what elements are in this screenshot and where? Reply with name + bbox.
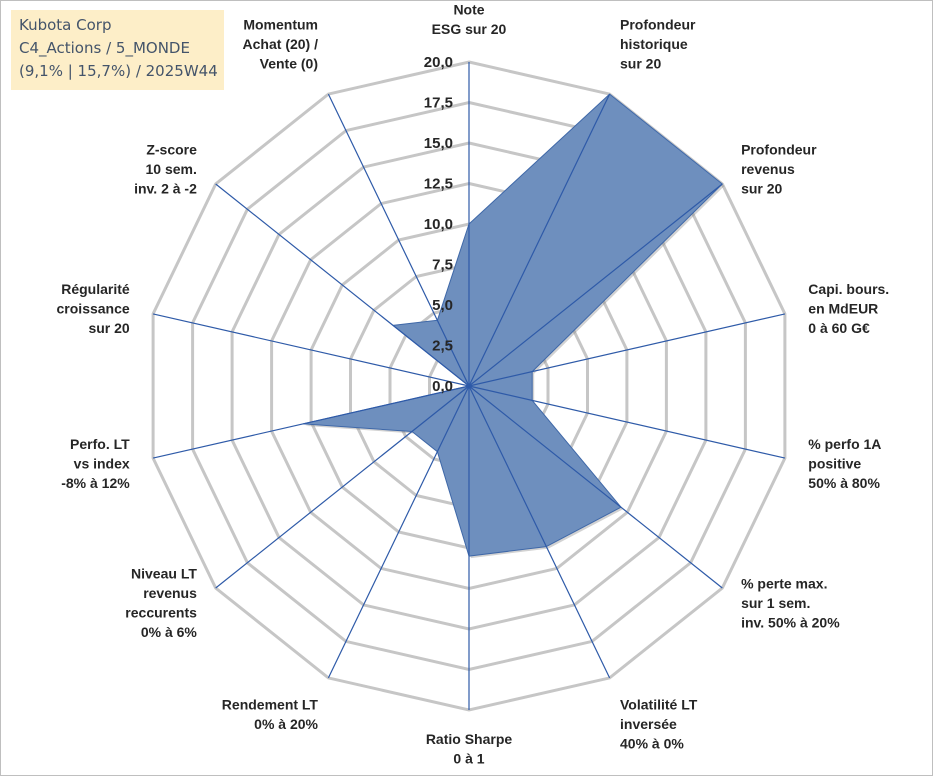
tick-label: 15,0	[424, 135, 453, 152]
axis-label-line: 50% à 80%	[808, 475, 880, 491]
axis-label-line: Volatilité LT	[620, 697, 698, 713]
axis-spoke	[468, 313, 786, 387]
tick-label: 5,0	[432, 297, 453, 314]
tick-label: 2,5	[432, 338, 453, 355]
axis-label-line: croissance	[57, 301, 130, 317]
axis-label: Volatilité LT inversée 40% à 0%	[620, 697, 698, 752]
axis-label: Momentum Achat (20) / Vente (0)	[243, 17, 319, 72]
axis-label-line: inv. 50% à 20%	[741, 615, 840, 631]
axis-label-line: sur 20	[88, 320, 129, 336]
axis-label: Rendement LT 0% à 20%	[222, 697, 319, 733]
info-period: (9,1% | 15,7%) / 2025W44	[19, 62, 218, 80]
axis-label-line: historique	[620, 36, 688, 52]
axis-label: Capi. bours. en MdEUR 0 à 60 G€	[808, 281, 889, 336]
tick-label: 12,5	[424, 176, 453, 193]
axis-label-line: sur 20	[620, 56, 661, 72]
axis-label: Profondeur historique sur 20	[620, 17, 696, 72]
axis-label: Niveau LT revenus reccurents 0% à 6%	[125, 566, 197, 641]
axis-label-line: Rendement LT	[222, 697, 319, 713]
axis-label-line: en MdEUR	[808, 301, 878, 317]
axis-label-line: sur 20	[741, 181, 782, 197]
axis-spoke	[468, 385, 723, 589]
axis-label-line: % perfo 1A	[808, 436, 881, 452]
axis-labels: Note ESG sur 20 Profondeur historique sur 20…	[57, 2, 890, 767]
axis-spoke	[468, 93, 611, 387]
info-company: Kubota Corp	[19, 16, 112, 34]
axis-label-line: inv. 2 à -2	[134, 181, 197, 197]
axis-label-line: sur 1 sem.	[741, 595, 810, 611]
axis-label-line: % perte max.	[741, 576, 827, 592]
axis-label-line: Ratio Sharpe	[426, 731, 513, 747]
axis-label: % perte max. sur 1 sem. inv. 50% à 20%	[741, 576, 840, 631]
axis-spoke	[327, 93, 470, 387]
axis-label-line: positive	[808, 455, 861, 471]
axis-spoke	[152, 385, 470, 459]
tick-labels: 0,0 2,5 5,0 7,5 10,0 12,5 15,0 17,5 20,0	[424, 54, 453, 395]
tick-label: 0,0	[432, 378, 453, 395]
axis-spoke	[152, 313, 470, 387]
axis-label-line: ESG sur 20	[432, 21, 507, 37]
axis-label-line: 0 à 1	[453, 751, 484, 767]
tick-label: 17,5	[424, 95, 453, 112]
axis-spoke	[468, 385, 786, 459]
axis-spoke	[215, 183, 470, 387]
axis-label-line: vs index	[74, 455, 130, 471]
tick-label: 20,0	[424, 54, 453, 71]
axis-spoke	[468, 385, 611, 679]
axis-label: Profondeur revenus sur 20	[741, 142, 817, 197]
axis-spoke	[327, 385, 470, 679]
axis-label-line: 0% à 20%	[254, 716, 318, 732]
axis-label-line: reccurents	[125, 605, 197, 621]
info-portfolio: C4_Actions / 5_MONDE	[19, 39, 190, 57]
axis-label-line: 40% à 0%	[620, 736, 684, 752]
axis-label-line: Profondeur	[741, 142, 817, 158]
axis-label-line: revenus	[741, 161, 795, 177]
axis-label-line: Vente (0)	[260, 56, 318, 72]
axis-label: Ratio Sharpe 0 à 1	[426, 731, 513, 767]
axis-label: Régularité croissance sur 20	[57, 281, 130, 336]
axis-spoke	[468, 183, 723, 387]
tick-label: 10,0	[424, 216, 453, 233]
axis-label: Z-score 10 sem. inv. 2 à -2	[134, 142, 197, 197]
axis-label-line: revenus	[143, 585, 197, 601]
axis-label-line: Capi. bours.	[808, 281, 889, 297]
axis-label-line: Profondeur	[620, 17, 696, 33]
tick-label: 7,5	[432, 257, 453, 274]
axis-label-line: 0% à 6%	[141, 624, 198, 640]
axis-label: Note ESG sur 20	[432, 2, 507, 38]
axis-label-line: Note	[453, 2, 484, 18]
axis-spoke	[215, 385, 470, 589]
axis-label-line: inversée	[620, 716, 677, 732]
info-box: Kubota Corp C4_Actions / 5_MONDE (9,1% |…	[11, 10, 224, 90]
axis-label-line: Achat (20) /	[243, 36, 319, 52]
axis-spokes	[152, 62, 786, 710]
axis-label-line: Perfo. LT	[70, 436, 130, 452]
axis-label: Perfo. LT vs index -8% à 12%	[61, 436, 130, 491]
axis-label: % perfo 1A positive 50% à 80%	[808, 436, 881, 491]
axis-label-line: Z-score	[146, 142, 197, 158]
axis-label-line: 10 sem.	[146, 161, 197, 177]
axis-label-line: Momentum	[243, 17, 318, 33]
axis-label-line: Niveau LT	[131, 566, 197, 582]
axis-label-line: -8% à 12%	[61, 475, 130, 491]
axis-label-line: Régularité	[61, 281, 130, 297]
axis-label-line: 0 à 60 G€	[808, 320, 870, 336]
